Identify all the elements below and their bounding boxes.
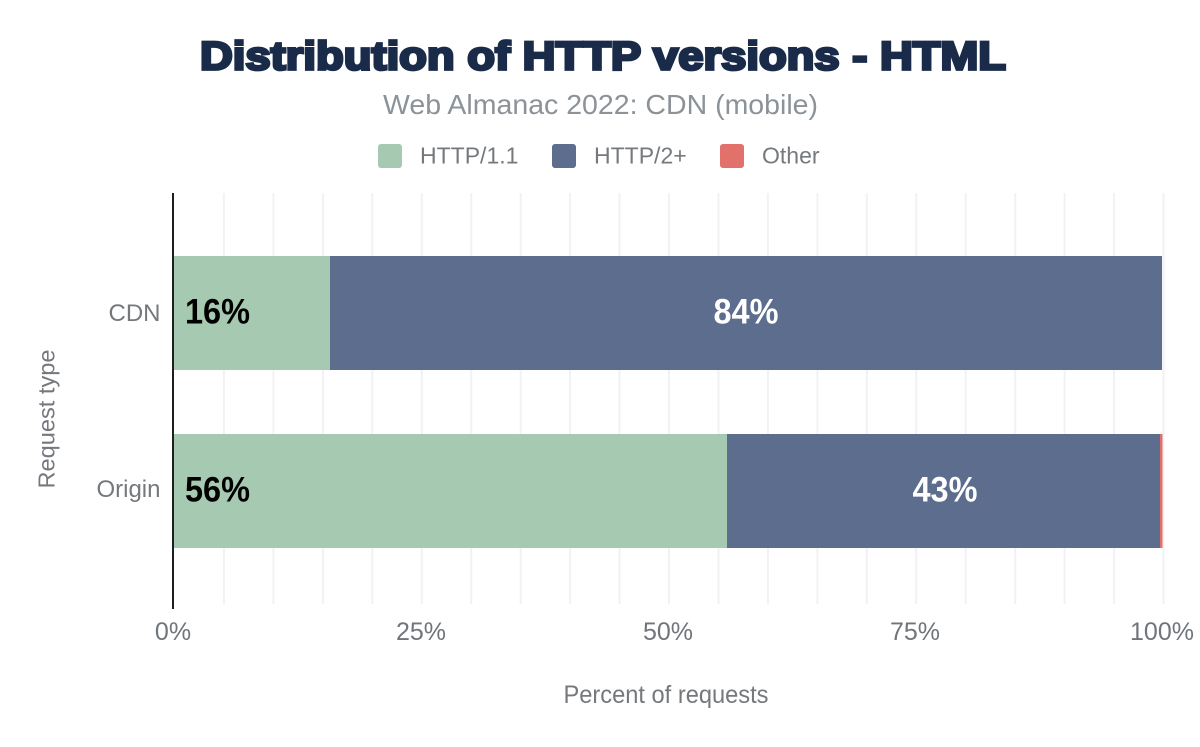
svg-text:Origin: Origin [96,476,160,503]
svg-text:HTTP/1.1: HTTP/1.1 [420,143,518,169]
svg-text:56%: 56% [185,471,250,510]
svg-text:CDN: CDN [109,300,161,327]
svg-text:84%: 84% [714,293,779,332]
svg-text:Distribution of HTTP versions: Distribution of HTTP versions - HTML [200,35,1006,79]
svg-text:75%: 75% [890,618,940,646]
svg-text:Web Almanac 2022: CDN (mobile): Web Almanac 2022: CDN (mobile) [383,89,818,120]
svg-text:16%: 16% [185,293,250,332]
svg-text:Request type: Request type [34,350,60,489]
svg-text:100%: 100% [1130,618,1194,646]
svg-text:50%: 50% [643,618,693,646]
svg-text:Other: Other [762,143,820,169]
svg-text:HTTP/2+: HTTP/2+ [594,143,687,169]
svg-text:0%: 0% [155,618,191,646]
svg-text:43%: 43% [913,471,978,510]
svg-text:25%: 25% [396,618,446,646]
svg-text:Percent of requests: Percent of requests [564,681,769,709]
